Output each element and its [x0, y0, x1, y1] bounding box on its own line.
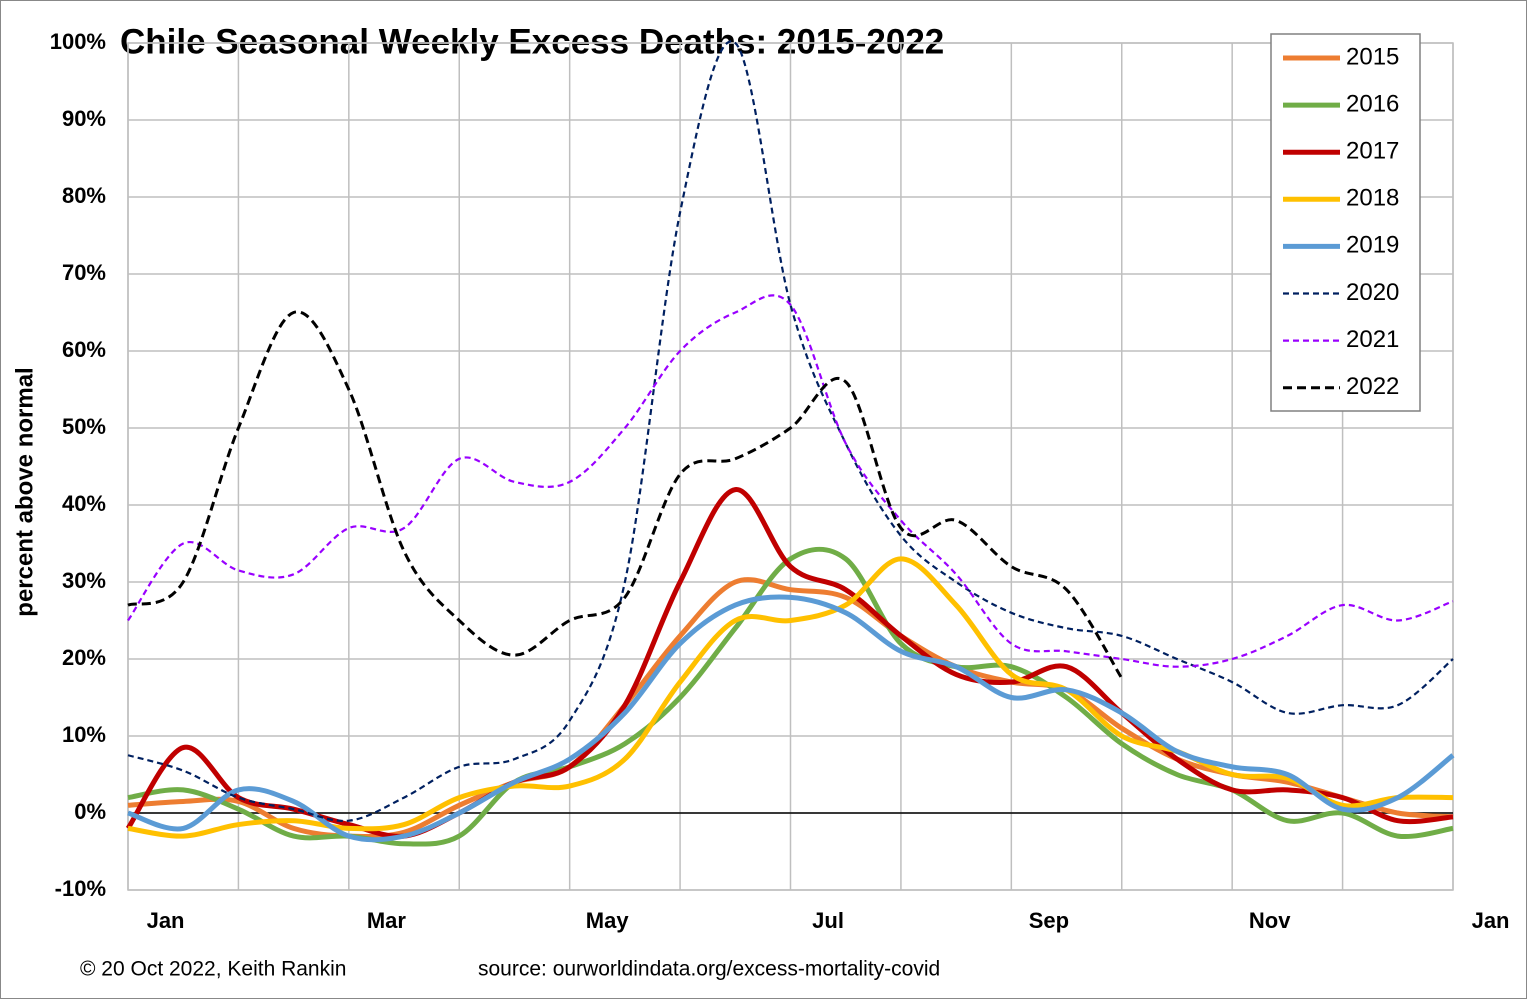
series-line	[127, 294, 1454, 668]
x-tick-label: Jul	[812, 908, 844, 933]
series-line	[127, 594, 1455, 843]
grid: -10% 0% 10% 20% 30% 40% 50% 60% 70% 80% 90% 100% Jan…	[50, 29, 1510, 933]
legend-label: 2018	[1346, 185, 1399, 212]
x-tick-label: Jan	[147, 908, 185, 933]
y-tick-label: 50%	[62, 414, 106, 439]
legend-label: 2022	[1346, 373, 1399, 400]
x-tick-label: Nov	[1249, 908, 1291, 933]
legend-label: 2017	[1346, 138, 1399, 165]
x-tick-label: Jan	[1472, 908, 1510, 933]
y-tick-label: 80%	[62, 183, 106, 208]
y-tick-label: 100%	[50, 29, 106, 54]
series-line	[127, 40, 1454, 823]
legend-label: 2020	[1346, 279, 1399, 306]
lines	[125, 40, 1455, 847]
y-tick-label: 70%	[62, 260, 106, 285]
y-tick-label: 90%	[62, 106, 106, 131]
y-tick-label: 40%	[62, 491, 106, 516]
footer-credit: © 20 Oct 2022, Keith Rankin	[80, 958, 346, 981]
y-tick-label: 10%	[62, 722, 106, 747]
x-tick-label: May	[586, 908, 630, 933]
y-tick-label: -10%	[55, 876, 106, 901]
footer-source: source: ourworldindata.org/excess-mortal…	[478, 958, 940, 981]
y-tick-label: 0%	[74, 799, 106, 824]
x-tick-label: Sep	[1029, 908, 1069, 933]
chart-title: Chile Seasonal Weekly Excess Deaths: 201…	[120, 22, 944, 61]
y-tick-label: 20%	[62, 645, 106, 670]
legend-label: 2019	[1346, 232, 1399, 259]
series-line	[127, 310, 1124, 680]
legend-label: 2021	[1346, 326, 1399, 353]
y-tick-label: 60%	[62, 337, 106, 362]
legend: 2015 2016 2017 2018 2019 2020 2021 2022	[1270, 33, 1421, 412]
y-tick-label: 30%	[62, 568, 106, 593]
series-line	[125, 487, 1454, 839]
series-line	[127, 556, 1454, 839]
legend-label: 2016	[1346, 90, 1399, 117]
legend-box	[1270, 33, 1421, 412]
legend-label: 2015	[1346, 43, 1399, 70]
y-axis-label: percent above normal	[11, 367, 38, 616]
x-tick-label: Mar	[367, 908, 407, 933]
